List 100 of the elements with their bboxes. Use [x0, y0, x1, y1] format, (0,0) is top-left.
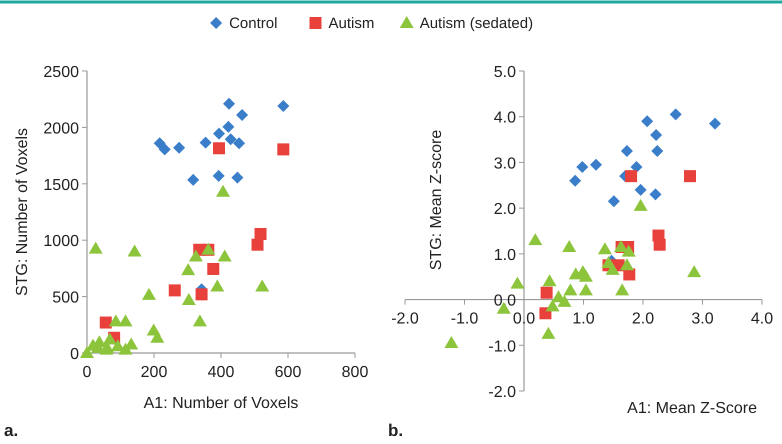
point: [207, 262, 220, 275]
point: [277, 100, 290, 112]
point: [200, 136, 212, 149]
x-axis-title: A1: Number of Voxels: [144, 395, 298, 412]
point: [634, 184, 647, 196]
x-tick-label: 400: [208, 364, 234, 381]
point: [187, 174, 200, 186]
point: [100, 316, 112, 329]
x-tick-label: 3.0: [691, 310, 714, 328]
point: [606, 262, 620, 275]
point: [625, 170, 638, 182]
point: [182, 292, 196, 305]
point: [540, 286, 553, 299]
point: [224, 133, 237, 146]
point: [212, 170, 225, 182]
point: [80, 346, 94, 358]
x-axis-title: A1: Mean Z-Score: [627, 400, 758, 417]
point: [684, 170, 696, 182]
point: [88, 242, 103, 254]
y-tick-label: 4.0: [494, 110, 516, 127]
point: [630, 161, 642, 173]
point: [254, 228, 267, 240]
x-tick-label: 4.0: [750, 310, 774, 328]
point: [444, 336, 458, 348]
y-tick-label: 0: [70, 346, 80, 363]
point: [578, 283, 593, 296]
legend-label: Autism: [328, 15, 374, 32]
point: [142, 288, 156, 300]
y-tick-label: 2.0: [494, 201, 516, 218]
point: [158, 143, 171, 156]
point: [542, 274, 557, 286]
x-tick-label: 0.0: [512, 310, 536, 328]
point: [562, 240, 576, 252]
text: b.: [388, 421, 404, 440]
point: [128, 244, 142, 256]
point: [118, 314, 133, 326]
point: [670, 108, 682, 120]
point: [154, 137, 166, 150]
y-tick-label: 5.0: [494, 64, 516, 81]
point: [569, 174, 582, 187]
x-tick-label: 1.0: [572, 310, 595, 328]
y-tick-label: 1.0: [494, 246, 516, 264]
y-tick-label: 2000: [43, 120, 80, 138]
x-tick-label: 2.0: [632, 310, 654, 328]
y-axis-title: STG: Mean Z-score: [428, 130, 445, 270]
point: [622, 244, 636, 257]
legend-label: Autism (sedated): [420, 15, 534, 32]
point: [216, 184, 230, 197]
y-tick-label: 1000: [43, 233, 80, 250]
point: [173, 142, 186, 154]
y-tick-label: 0.0: [494, 292, 516, 310]
point: [620, 258, 634, 270]
point: [233, 137, 246, 150]
point: [255, 279, 270, 292]
point: [557, 294, 572, 307]
x-tick-label: 800: [342, 364, 368, 381]
point: [608, 195, 620, 208]
y-tick-label: 1500: [43, 176, 80, 194]
x-tick-label: 600: [274, 364, 302, 381]
point: [231, 172, 244, 184]
point: [252, 238, 264, 251]
x-tick-label: 0: [82, 364, 92, 381]
point: [236, 108, 248, 121]
point: [102, 332, 117, 344]
point: [212, 142, 225, 154]
point: [210, 279, 224, 292]
point: [196, 288, 208, 300]
point: [223, 98, 236, 110]
point: [541, 326, 556, 339]
y-tick-label: 500: [52, 290, 80, 307]
point: [188, 250, 203, 262]
x-tick-label: -2.0: [391, 310, 419, 328]
point: [222, 120, 234, 133]
point: [634, 198, 648, 211]
point: [578, 270, 593, 282]
y-tick-label: 2500: [43, 64, 80, 81]
point: [650, 129, 662, 141]
point: [110, 339, 125, 352]
point: [654, 238, 666, 251]
point: [563, 283, 578, 296]
y-tick-label: -1.0: [488, 338, 516, 356]
point: [218, 250, 232, 262]
point: [641, 115, 654, 128]
y-tick-label: -2.0: [488, 384, 516, 401]
point: [598, 242, 612, 254]
y-tick-label: 3.0: [494, 155, 516, 172]
point: [277, 143, 290, 156]
point: [708, 118, 721, 130]
point: [546, 299, 560, 312]
point: [687, 265, 702, 278]
point: [620, 145, 633, 157]
point: [528, 233, 542, 246]
point: [615, 283, 630, 296]
legend-label: Control: [229, 15, 278, 32]
point: [192, 314, 207, 326]
text: a.: [4, 421, 18, 440]
x-tick-label: 200: [140, 364, 168, 381]
point: [212, 128, 225, 140]
point: [651, 145, 664, 157]
point: [181, 263, 196, 276]
